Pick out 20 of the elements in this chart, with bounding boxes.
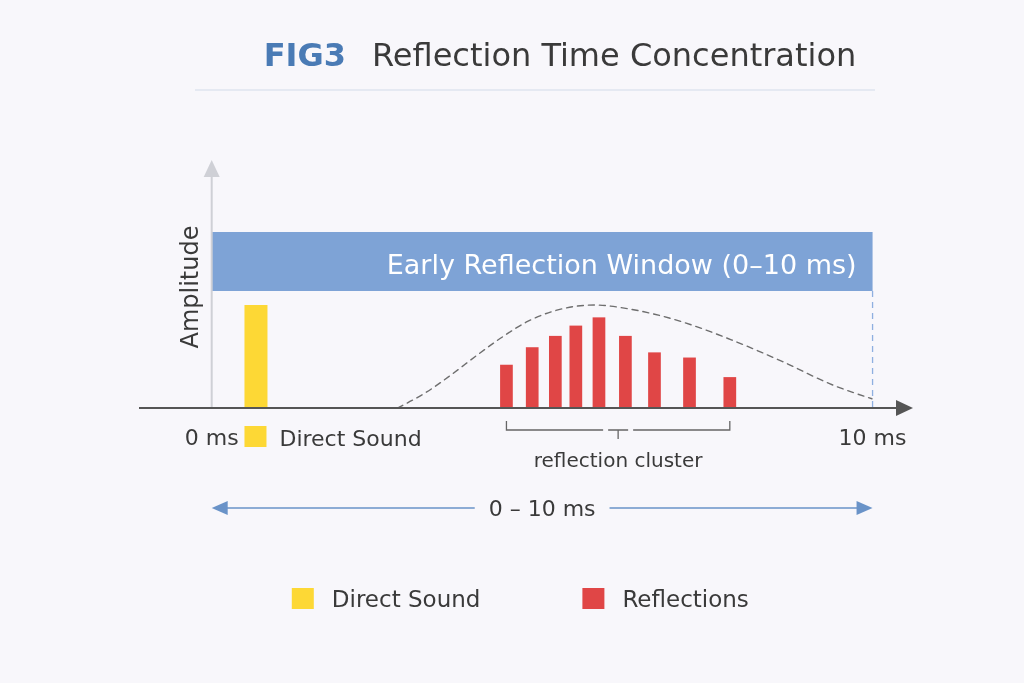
band-label: Early Reflection Window (0–10 ms) [386, 249, 857, 280]
bar [723, 377, 737, 408]
text: Direct Sound [331, 586, 481, 612]
x-tick-label: 10 ms [838, 425, 907, 450]
chart-title: FIG3 Reflection Time Concentration [263, 36, 857, 74]
bar [683, 357, 696, 408]
bar [525, 347, 539, 408]
text: reflection cluster [533, 448, 704, 472]
bar [549, 335, 562, 408]
text: 0 – 10 ms [488, 496, 596, 521]
legend-label: Direct Sound [279, 426, 422, 451]
legend-label: Reflections [622, 586, 749, 612]
bar [500, 364, 513, 408]
x-tick-label: 0 ms [184, 425, 239, 450]
bar [592, 317, 606, 408]
bar [619, 335, 632, 408]
y-axis-title: Amplitude [176, 225, 204, 349]
bar [569, 325, 583, 408]
bar [648, 352, 661, 408]
bar [244, 305, 268, 408]
